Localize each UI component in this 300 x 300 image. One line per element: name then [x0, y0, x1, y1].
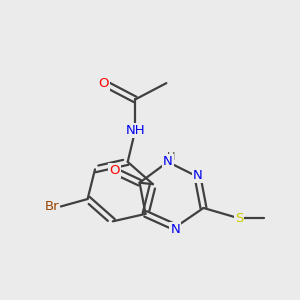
Text: Br: Br	[45, 200, 59, 213]
Text: NH: NH	[125, 124, 145, 137]
Text: N: N	[193, 169, 202, 182]
Text: O: O	[109, 164, 120, 177]
Text: N: N	[163, 155, 173, 168]
Text: O: O	[99, 76, 109, 90]
Text: S: S	[235, 212, 243, 225]
Text: N: N	[170, 223, 180, 236]
Text: H: H	[167, 152, 176, 161]
